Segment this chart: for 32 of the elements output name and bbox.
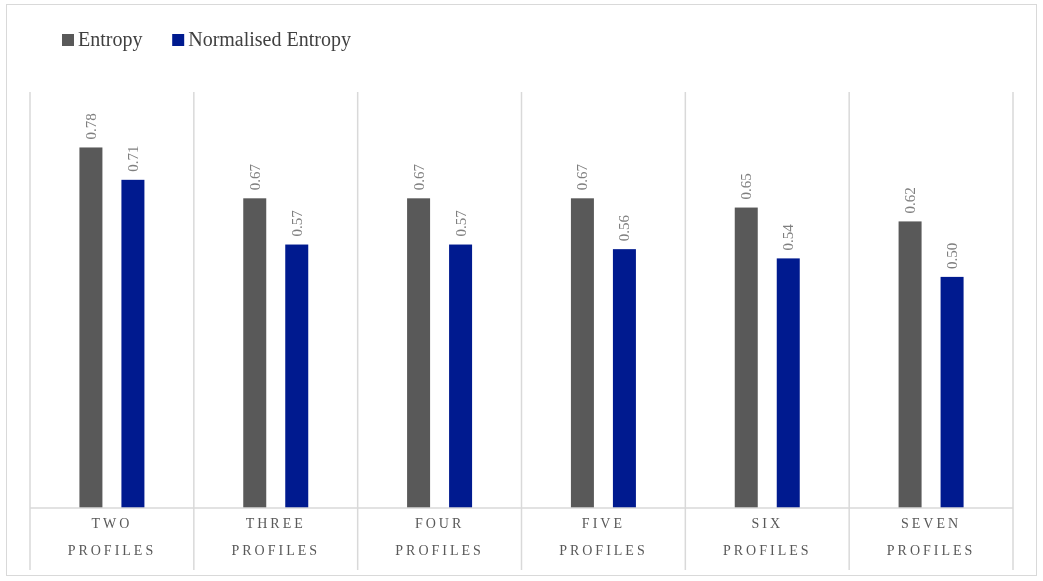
bar [285, 244, 309, 508]
data-label: 0.57 [288, 209, 305, 237]
data-label: 0.57 [452, 209, 469, 237]
bar [734, 207, 758, 508]
data-label: 0.67 [246, 163, 263, 191]
bar [776, 258, 800, 508]
data-label: 0.54 [780, 223, 797, 251]
bar [898, 221, 922, 508]
bar [570, 198, 594, 508]
bar [121, 179, 145, 508]
legend-label: Entropy [78, 28, 143, 51]
data-label: 0.62 [902, 187, 919, 214]
x-tick-label: TWO PROFILES [67, 516, 157, 558]
bar [449, 244, 473, 508]
data-label: 0.56 [616, 214, 633, 242]
bar [407, 198, 431, 508]
bar [612, 249, 636, 508]
x-tick-label: SEVEN PROFILES [886, 516, 976, 558]
data-label: 0.78 [82, 113, 99, 140]
data-label: 0.67 [410, 163, 427, 191]
bar [940, 276, 964, 508]
x-tick-label: SIX PROFILES [722, 516, 812, 558]
x-tick-label: FOUR PROFILES [395, 516, 484, 558]
data-label: 0.50 [944, 242, 961, 269]
x-tick-label: FIVE PROFILES [559, 516, 648, 558]
bar [79, 147, 103, 508]
x-tick-label: THREE PROFILES [231, 516, 321, 558]
bar [243, 198, 267, 508]
data-label: 0.71 [124, 145, 141, 172]
legend-label: Normalised Entropy [188, 28, 351, 51]
data-label: 0.67 [574, 163, 591, 191]
data-label: 0.65 [738, 173, 755, 200]
